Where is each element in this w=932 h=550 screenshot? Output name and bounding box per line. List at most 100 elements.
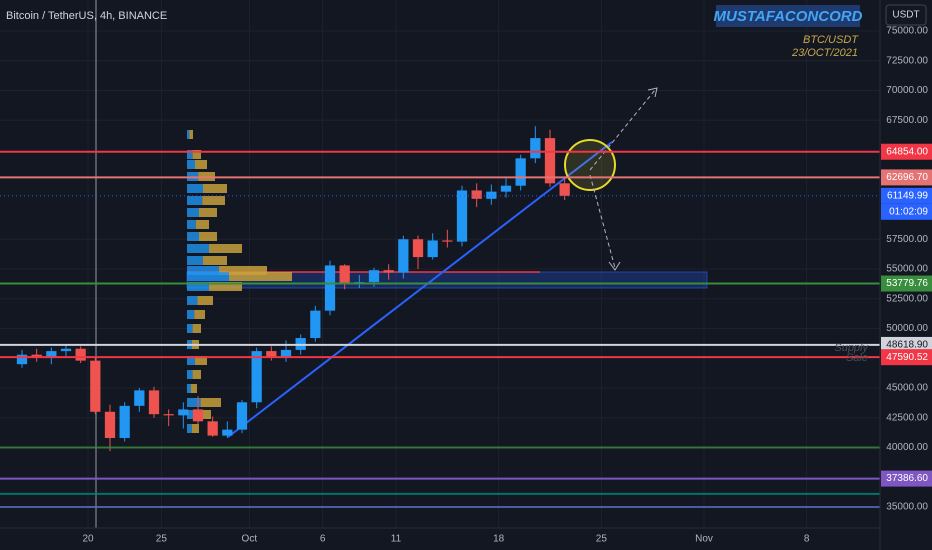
x-tick-label: 6 xyxy=(320,534,326,545)
trend-line xyxy=(227,141,613,438)
candle-body xyxy=(222,429,233,436)
y-tick-label: 57500.00 xyxy=(886,234,928,245)
profile-bar xyxy=(195,160,207,169)
profile-bar xyxy=(203,184,227,193)
profile-bar xyxy=(187,424,192,433)
candle-body xyxy=(368,270,380,283)
x-tick-label: 11 xyxy=(391,534,402,545)
y-tick-label: 40000.00 xyxy=(886,442,928,453)
level-badge xyxy=(881,187,932,204)
y-tick-label: 42500.00 xyxy=(886,412,928,423)
candle-body xyxy=(60,348,72,352)
profile-bar xyxy=(229,272,292,281)
y-tick-label: 55000.00 xyxy=(886,264,928,275)
axes: 75000.00 72500.00 70000.00 67500.00 57500.00… xyxy=(82,26,932,545)
profile-bar xyxy=(191,384,197,393)
candle-body xyxy=(544,138,556,184)
up-arrow xyxy=(589,89,656,171)
currency-box[interactable] xyxy=(885,4,927,26)
profile-bar xyxy=(187,370,193,379)
date-note: 23/OCT/2021 xyxy=(791,47,858,59)
candle-body xyxy=(192,409,204,422)
profile-bar xyxy=(187,208,199,217)
candle-body xyxy=(383,270,394,273)
profile-bar xyxy=(199,208,217,217)
profile-bar xyxy=(196,410,211,419)
profile-bar xyxy=(199,232,217,241)
candle-body xyxy=(207,421,218,436)
level-label: 37386.60 xyxy=(886,473,928,484)
price-axis xyxy=(880,0,932,550)
y-tick-label: 67500.00 xyxy=(886,115,928,126)
profile-bar xyxy=(187,356,195,365)
countdown-badge xyxy=(881,203,932,220)
profile-bar xyxy=(187,272,229,281)
profile-bar xyxy=(187,410,197,419)
x-tick-label: 20 xyxy=(82,534,94,545)
y-tick-label: 70000.00 xyxy=(886,85,928,96)
level-badge xyxy=(881,349,932,366)
x-tick-label: 18 xyxy=(493,534,505,545)
level-label: 53779.76 xyxy=(886,278,928,289)
up-arrow-head xyxy=(647,87,658,98)
profile-bar xyxy=(209,244,242,253)
candle-body xyxy=(31,354,42,358)
profile-bar xyxy=(189,130,193,139)
profile-bar xyxy=(192,150,201,159)
profile-bar xyxy=(195,356,207,365)
y-tick-label: 75000.00 xyxy=(886,26,928,37)
candle-body xyxy=(530,138,541,159)
profile-bar xyxy=(187,184,203,193)
profile-bar xyxy=(187,266,219,275)
pair-note: BTC/USDT xyxy=(803,34,859,46)
level-label: 48618.90 xyxy=(886,340,928,351)
highlight-circle xyxy=(564,139,616,191)
candle-body xyxy=(266,351,277,358)
level-badge xyxy=(881,169,932,186)
profile-bar xyxy=(192,370,201,379)
profile-bar xyxy=(191,424,199,433)
candle-body xyxy=(442,240,453,242)
candle-body xyxy=(515,158,526,186)
candle-body xyxy=(280,349,292,358)
profile-bar xyxy=(200,398,221,407)
y-tick-label: 35000.00 xyxy=(886,502,928,513)
profile-bar xyxy=(187,384,191,393)
level-badge xyxy=(881,336,932,353)
x-tick-label: 8 xyxy=(804,534,810,545)
candle-body xyxy=(90,360,101,412)
x-tick-label: 25 xyxy=(596,534,608,545)
profile-bar xyxy=(209,282,242,291)
y-tick-label: 45000.00 xyxy=(886,383,928,394)
profile-bar xyxy=(187,282,209,291)
zone-label: Sale xyxy=(846,352,868,364)
candle-body xyxy=(251,351,262,403)
levels xyxy=(0,150,880,508)
candle-body xyxy=(46,351,57,358)
profile-bar xyxy=(187,232,199,241)
level-label: 62696.70 xyxy=(886,172,928,183)
candle-body xyxy=(339,265,350,284)
zone-label: Supply xyxy=(834,342,869,354)
profile-bar xyxy=(194,310,205,319)
candle-body xyxy=(236,402,248,430)
down-arrow xyxy=(589,174,616,269)
profile-bar xyxy=(192,324,201,333)
profile-bar xyxy=(187,160,195,169)
candle-body xyxy=(500,185,512,192)
candle-body xyxy=(310,310,321,339)
candle-body xyxy=(398,239,409,273)
candle-body xyxy=(104,411,116,438)
x-tick-label: Oct xyxy=(242,534,258,545)
candle-body xyxy=(412,239,424,258)
profile-bar xyxy=(187,310,195,319)
profile-bar xyxy=(187,256,203,265)
level-badge xyxy=(881,275,932,292)
profile-bar xyxy=(197,296,213,305)
currency[interactable]: USDT xyxy=(892,10,919,21)
candle-body xyxy=(324,265,336,311)
down-arrow-head xyxy=(608,261,621,271)
candle-body xyxy=(16,354,28,365)
candle-body xyxy=(471,190,482,199)
